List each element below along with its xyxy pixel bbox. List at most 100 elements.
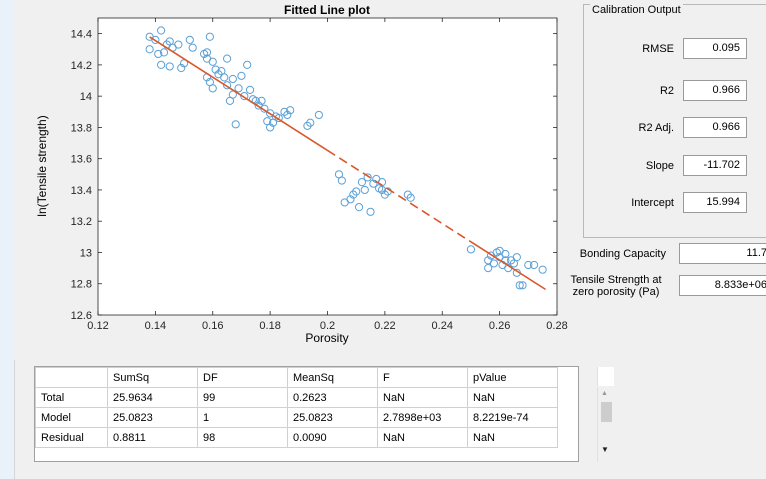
row-header-cell: Total [35, 387, 108, 408]
table-cell: NaN [377, 427, 468, 448]
data-point [222, 81, 232, 90]
y-tick-label: 12.6 [71, 310, 92, 322]
data-point [501, 249, 510, 259]
data-point [188, 43, 197, 52]
data-point [466, 245, 476, 254]
data-point [208, 57, 217, 66]
fitted-line-plot: Fitted Line plot Porosity ln(Tensile str… [14, 0, 574, 360]
plot-axes-area [97, 17, 558, 316]
data-point [220, 73, 229, 82]
data-point [154, 49, 163, 59]
table-cell: 8.2219e-74 [467, 407, 558, 428]
x-tick-label: 0.24 [432, 320, 453, 332]
table-cell: 98 [197, 427, 288, 448]
y-tick-label: 14.4 [71, 29, 92, 41]
data-point [228, 90, 237, 99]
data-point [257, 96, 266, 105]
data-point [306, 118, 315, 127]
scroll-down-icon[interactable]: ▼ [601, 445, 609, 454]
table-cell: 25.0823 [107, 407, 198, 428]
header-cell: SumSq [107, 367, 198, 388]
data-point [337, 176, 346, 185]
table-cell: NaN [467, 387, 558, 408]
data-point [205, 32, 214, 41]
data-point [360, 185, 369, 195]
data-point [363, 173, 372, 182]
intercept-label: Intercept [631, 197, 674, 209]
table-cell: 99 [197, 387, 288, 408]
header-cell: F [377, 367, 468, 388]
tensile-strength-label: Tensile Strength at zero porosity (Pa) [566, 274, 666, 298]
y-axis-label: ln(Tensile strength) [35, 115, 49, 216]
table-cell: NaN [467, 427, 558, 448]
data-point [538, 265, 547, 274]
anova-table[interactable]: SumSq DF MeanSq F pValue Total 25.9634 9… [34, 366, 614, 462]
fit-line-segment [470, 241, 546, 291]
data-point [245, 85, 255, 95]
y-tick-label: 13.8 [71, 122, 92, 134]
scrollbar-thumb[interactable] [601, 402, 612, 422]
table-scrollbar[interactable]: ▲ ▼ [597, 387, 614, 462]
table-cell: 25.0823 [287, 407, 378, 428]
data-point [512, 253, 521, 262]
data-point [237, 71, 246, 80]
table-row: Total 25.9634 99 0.2623 NaN NaN [35, 387, 558, 408]
data-point [157, 60, 166, 69]
tensile-strength-label-line2: zero porosity (Pa) [572, 286, 660, 298]
row-header-cell: Model [35, 407, 108, 428]
anova-grid: SumSq DF MeanSq F pValue Total 25.9634 9… [35, 367, 558, 448]
y-tick-label: 13 [80, 247, 92, 259]
data-point [231, 120, 240, 129]
data-point [524, 260, 533, 270]
data-point [529, 260, 539, 270]
x-tick-label: 0.2 [320, 320, 335, 332]
data-point [145, 45, 154, 54]
y-axis-ticks: 12.6 12.8 13 13.2 13.4 13.6 13.8 14 14.2 14.4 [71, 29, 557, 322]
r2-adj-label: R2 Adj. [638, 122, 674, 134]
rmse-field[interactable]: 0.095 [683, 38, 747, 59]
tensile-strength-label-line1: Tensile Strength at [570, 274, 662, 286]
table-row: Residual 0.8811 98 0.0090 NaN NaN [35, 427, 558, 448]
x-tick-label: 0.22 [374, 320, 395, 332]
scroll-up-icon[interactable]: ▲ [601, 390, 608, 397]
y-tick-label: 14.2 [71, 60, 92, 72]
intercept-field[interactable]: 15.994 [683, 192, 747, 213]
data-point [274, 113, 283, 123]
row-header-cell: Residual [35, 427, 108, 448]
r2-adj-field[interactable]: 0.966 [683, 117, 747, 138]
table-cell: NaN [377, 387, 468, 408]
data-point [208, 84, 217, 93]
bonding-capacity-field[interactable]: 11.7 [679, 243, 766, 264]
data-point [283, 110, 292, 120]
data-point [202, 48, 212, 57]
data-point [489, 259, 498, 268]
data-point [243, 60, 252, 69]
r2-field[interactable]: 0.966 [683, 80, 747, 101]
x-tick-label: 0.26 [489, 320, 510, 332]
x-tick-label: 0.14 [145, 320, 166, 332]
data-point [234, 84, 243, 93]
slope-field[interactable]: -11.702 [683, 155, 747, 176]
fitted-line [149, 36, 546, 291]
data-point [222, 54, 232, 63]
tensile-strength-field[interactable]: 8.833e+06 [679, 275, 766, 296]
calibration-output-title: Calibration Output [590, 4, 683, 16]
data-point [369, 179, 378, 188]
table-cell: 2.7898e+03 [377, 407, 468, 428]
header-cell [35, 367, 108, 388]
data-point [484, 264, 493, 273]
table-header-row: SumSq DF MeanSq F pValue [35, 367, 558, 388]
data-point [352, 187, 361, 196]
table-cell: 1 [197, 407, 288, 428]
window-left-edge [0, 0, 15, 479]
x-tick-label: 0.28 [546, 320, 567, 332]
data-point [228, 74, 237, 84]
y-tick-label: 14 [80, 91, 92, 103]
data-point [165, 62, 174, 71]
data-point [159, 48, 169, 57]
x-tick-label: 0.12 [87, 320, 108, 332]
data-point [366, 207, 375, 216]
calibration-output-panel: Calibration Output RMSE 0.095 R2 0.966 R… [583, 4, 766, 238]
rmse-label: RMSE [642, 43, 674, 55]
